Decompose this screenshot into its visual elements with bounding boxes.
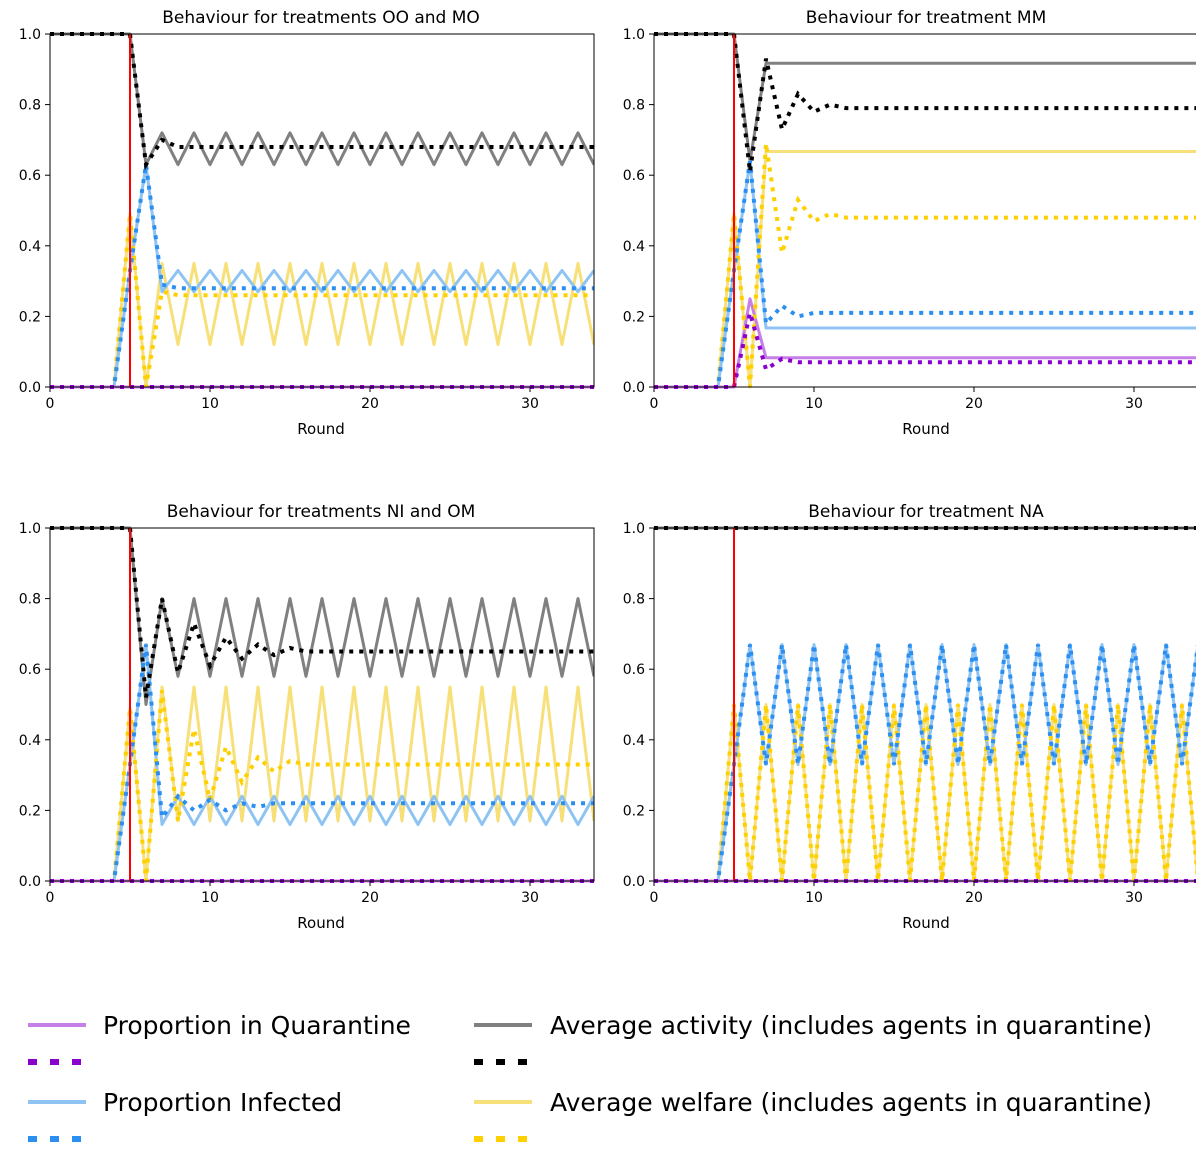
legend-label-welfare: Average welfare (includes agents in quar…: [550, 1088, 1152, 1117]
x-tick-label: 20: [361, 396, 379, 412]
series-welfare-dotted: [50, 213, 594, 389]
y-tick-label: 1.0: [19, 27, 41, 43]
panel-na: Behaviour for treatment NA Round 0 10 20 30…: [623, 502, 1196, 932]
y-tick-label: 1.0: [19, 521, 41, 537]
series-welfare-solid: [50, 212, 594, 389]
x-axis-label: Round: [902, 420, 949, 438]
y-tick-label: 0.6: [19, 662, 41, 678]
series-infected-solid: [654, 643, 1196, 883]
series-infected-dotted: [50, 164, 594, 389]
series-quarantine-dotted: [654, 312, 1196, 389]
series-activity-dotted: [50, 526, 594, 698]
y-tick-label: 0.2: [623, 803, 645, 819]
x-tick-label: 10: [201, 890, 219, 906]
series-welfare-solid: [50, 685, 594, 883]
x-tick-label: 0: [650, 890, 659, 906]
legend-label-infected: Proportion Infected: [103, 1088, 342, 1117]
y-tick-label: 0.6: [623, 662, 645, 678]
plot-area: [654, 32, 1196, 389]
x-tick-label: 30: [521, 890, 539, 906]
y-tick-label: 0.8: [19, 592, 41, 608]
x-axis-label: Round: [297, 420, 344, 438]
series-infected-dotted: [654, 644, 1196, 883]
x-axis-label: Round: [297, 914, 344, 932]
y-tick-label: 1.0: [623, 521, 645, 537]
plot-area: [50, 526, 594, 883]
x-tick-label: 20: [965, 890, 983, 906]
y-tick-label: 0.0: [19, 874, 41, 890]
panel-title: Behaviour for treatments NI and OM: [167, 502, 476, 522]
y-tick-label: 0.6: [623, 168, 645, 184]
y-tick-label: 0.6: [19, 168, 41, 184]
y-tick-label: 0.2: [19, 309, 41, 325]
y-tick-label: 0.8: [623, 592, 645, 608]
y-tick-label: 0.0: [623, 380, 645, 396]
legend-entry-infected: Proportion Infected: [28, 1088, 342, 1142]
legend-label-quarantine: Proportion in Quarantine: [103, 1011, 411, 1040]
x-tick-label: 0: [650, 396, 659, 412]
series-infected-solid: [50, 163, 594, 389]
panel-ni-om: Behaviour for treatments NI and OM Round…: [19, 502, 595, 932]
x-axis-label: Round: [902, 914, 949, 932]
axes-frame: [653, 527, 1196, 882]
y-tick-label: 0.0: [623, 874, 645, 890]
legend-entry-activity: Average activity (includes agents in qua…: [474, 1011, 1152, 1065]
panel-title: Behaviour for treatments OO and MO: [162, 8, 480, 28]
x-tick-label: 30: [1125, 396, 1143, 412]
axes-frame: [653, 33, 1196, 388]
panel-oo-mo: Behaviour for treatments OO and MO Round…: [19, 8, 595, 438]
legend: Proportion in Quarantine Proportion Infe…: [28, 1011, 1152, 1142]
y-tick-label: 0.0: [19, 380, 41, 396]
panel-title: Behaviour for treatment MM: [806, 8, 1046, 28]
panel-mm: Behaviour for treatment MM Round 0 10 20 30…: [623, 8, 1196, 438]
y-tick-label: 0.4: [623, 733, 645, 749]
x-tick-label: 30: [1125, 890, 1143, 906]
series-infected-dotted: [654, 160, 1196, 389]
axes-frame: [49, 527, 595, 882]
y-tick-label: 0.8: [623, 98, 645, 114]
axes-frame: [49, 33, 595, 388]
series-activity-solid: [50, 32, 594, 167]
y-tick-label: 0.4: [19, 239, 41, 255]
series-infected-solid: [654, 159, 1196, 389]
x-tick-label: 0: [46, 396, 55, 412]
legend-entry-quarantine: Proportion in Quarantine: [28, 1011, 411, 1065]
y-tick-label: 0.4: [19, 733, 41, 749]
y-tick-label: 0.2: [19, 803, 41, 819]
y-tick-label: 0.8: [19, 98, 41, 114]
series-welfare-dotted: [654, 143, 1196, 389]
series-infected-dotted: [50, 644, 594, 883]
x-tick-label: 30: [521, 396, 539, 412]
x-tick-label: 10: [805, 890, 823, 906]
y-tick-label: 0.4: [623, 239, 645, 255]
plot-area: [654, 526, 1196, 883]
legend-label-activity: Average activity (includes agents in qua…: [550, 1011, 1152, 1040]
series-infected-solid: [50, 643, 594, 883]
x-tick-label: 20: [965, 396, 983, 412]
x-tick-label: 0: [46, 890, 55, 906]
series-activity-dotted: [654, 32, 1196, 172]
series-welfare-dotted: [654, 704, 1196, 883]
series-activity-solid: [654, 32, 1196, 163]
x-tick-label: 10: [201, 396, 219, 412]
series-activity-solid: [50, 526, 594, 706]
y-tick-label: 0.2: [623, 309, 645, 325]
panel-title: Behaviour for treatment NA: [808, 502, 1044, 522]
x-tick-label: 10: [805, 396, 823, 412]
x-tick-label: 20: [361, 890, 379, 906]
plot-area: [50, 32, 594, 389]
y-tick-label: 1.0: [623, 27, 645, 43]
legend-entry-welfare: Average welfare (includes agents in quar…: [474, 1088, 1152, 1142]
